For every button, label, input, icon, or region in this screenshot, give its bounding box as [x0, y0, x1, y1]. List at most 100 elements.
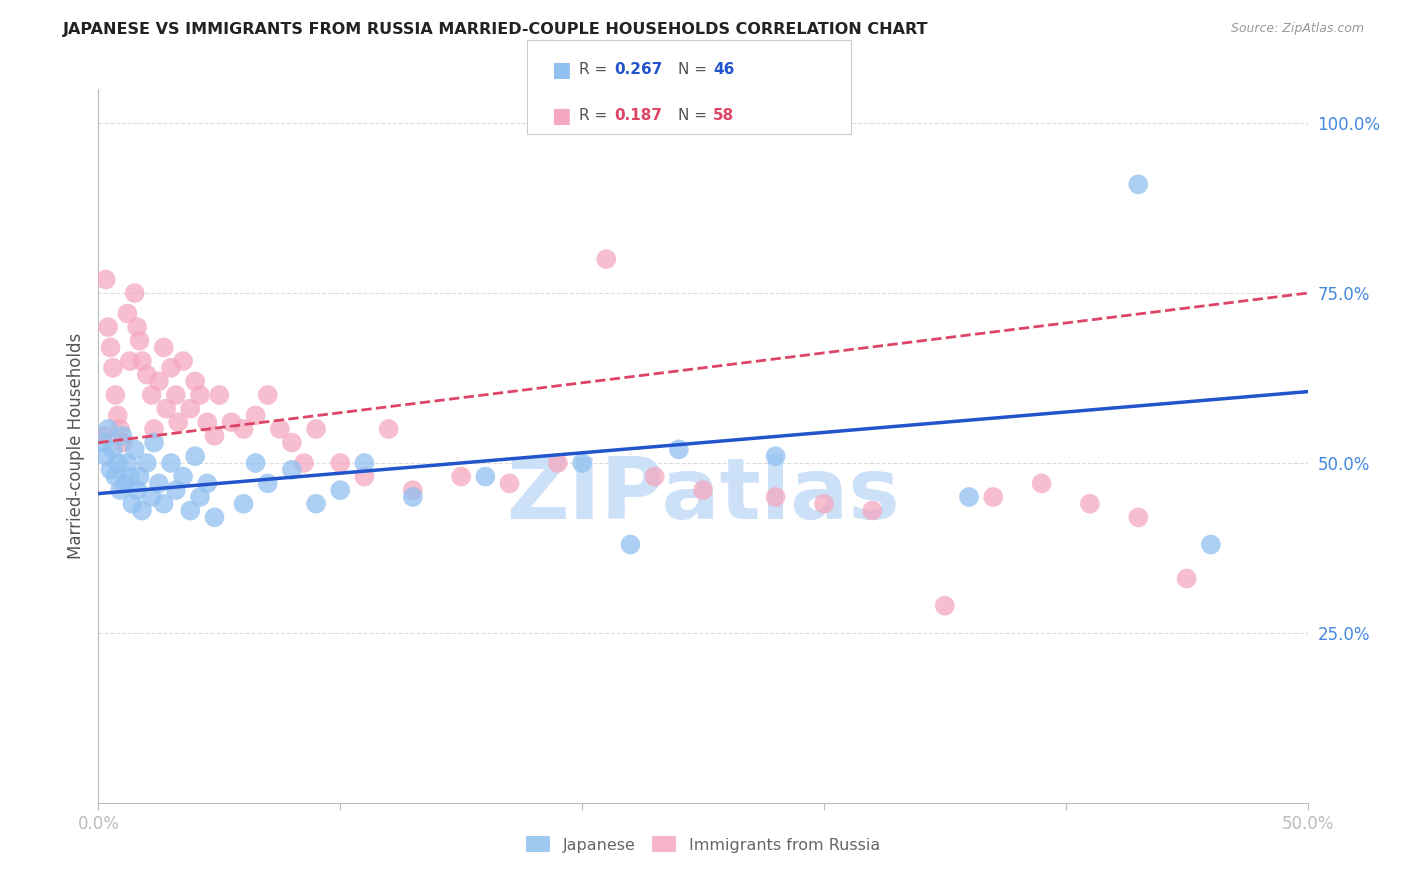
Point: [94, 449, 117, 463]
Text: N =: N =: [678, 62, 711, 77]
Point: [91, 435, 114, 450]
Point: [108, 422, 131, 436]
Point: [981, 490, 1004, 504]
Point: [188, 388, 211, 402]
Point: [184, 375, 207, 389]
Point: [152, 341, 174, 355]
Point: [128, 334, 150, 348]
Point: [402, 490, 425, 504]
Point: [179, 503, 201, 517]
Point: [111, 435, 134, 450]
Point: [281, 435, 304, 450]
Point: [184, 449, 207, 463]
Point: [450, 469, 472, 483]
Point: [245, 409, 267, 423]
Point: [256, 388, 278, 402]
Point: [160, 360, 183, 375]
Point: [934, 599, 956, 613]
Point: [179, 401, 201, 416]
Text: R =: R =: [579, 109, 613, 123]
Point: [1078, 497, 1101, 511]
Point: [619, 537, 641, 551]
Text: 46: 46: [713, 62, 734, 77]
Point: [131, 503, 153, 517]
Point: [121, 497, 143, 511]
Point: [108, 483, 131, 498]
Point: [595, 252, 617, 266]
Point: [97, 422, 120, 436]
Point: [101, 442, 124, 457]
Point: [644, 469, 666, 483]
Text: ■: ■: [551, 106, 571, 126]
Point: [91, 429, 114, 443]
Point: [104, 469, 127, 483]
Point: [281, 463, 304, 477]
Point: [269, 422, 291, 436]
Point: [101, 360, 124, 375]
Point: [813, 497, 835, 511]
Point: [165, 483, 187, 498]
Text: 58: 58: [713, 109, 734, 123]
Point: [232, 422, 254, 436]
Point: [155, 401, 177, 416]
Point: [329, 483, 352, 498]
Point: [117, 456, 139, 470]
Point: [124, 442, 146, 457]
Legend: Japanese, Immigrants from Russia: Japanese, Immigrants from Russia: [520, 830, 886, 859]
Point: [1128, 510, 1150, 524]
Point: [329, 456, 352, 470]
Point: [1128, 178, 1150, 192]
Point: [160, 456, 183, 470]
Point: [256, 476, 278, 491]
Point: [143, 435, 166, 450]
Point: [94, 272, 117, 286]
Point: [204, 429, 226, 443]
Text: ■: ■: [551, 60, 571, 79]
Point: [305, 497, 328, 511]
Point: [292, 456, 315, 470]
Point: [141, 388, 163, 402]
Point: [107, 456, 129, 470]
Point: [668, 442, 690, 457]
Point: [195, 476, 218, 491]
Point: [97, 320, 120, 334]
Point: [245, 456, 267, 470]
Text: JAPANESE VS IMMIGRANTS FROM RUSSIA MARRIED-COUPLE HOUSEHOLDS CORRELATION CHART: JAPANESE VS IMMIGRANTS FROM RUSSIA MARRI…: [63, 22, 929, 37]
Point: [143, 422, 166, 436]
Point: [165, 388, 187, 402]
Point: [172, 469, 194, 483]
Point: [1175, 572, 1198, 586]
Point: [305, 422, 328, 436]
Point: [204, 510, 226, 524]
Point: [135, 456, 157, 470]
Point: [167, 415, 190, 429]
Point: [172, 354, 194, 368]
Point: [100, 341, 122, 355]
Point: [353, 469, 375, 483]
Point: [765, 449, 787, 463]
Point: [114, 476, 136, 491]
Point: [148, 375, 170, 389]
Point: [135, 368, 157, 382]
Point: [765, 490, 787, 504]
Point: [195, 415, 218, 429]
Point: [1199, 537, 1222, 551]
Point: [547, 456, 569, 470]
Text: R =: R =: [579, 62, 613, 77]
Point: [127, 483, 149, 498]
Point: [402, 483, 425, 498]
Point: [232, 497, 254, 511]
Point: [498, 476, 520, 491]
Point: [860, 503, 883, 517]
Point: [148, 476, 170, 491]
Point: [188, 490, 211, 504]
Text: ZIPatlas: ZIPatlas: [506, 454, 900, 538]
Point: [208, 388, 231, 402]
Point: [957, 490, 980, 504]
Point: [152, 497, 174, 511]
Y-axis label: Married-couple Households: Married-couple Households: [66, 333, 84, 559]
Point: [118, 469, 141, 483]
Point: [221, 415, 243, 429]
Point: [131, 354, 153, 368]
Point: [128, 469, 150, 483]
